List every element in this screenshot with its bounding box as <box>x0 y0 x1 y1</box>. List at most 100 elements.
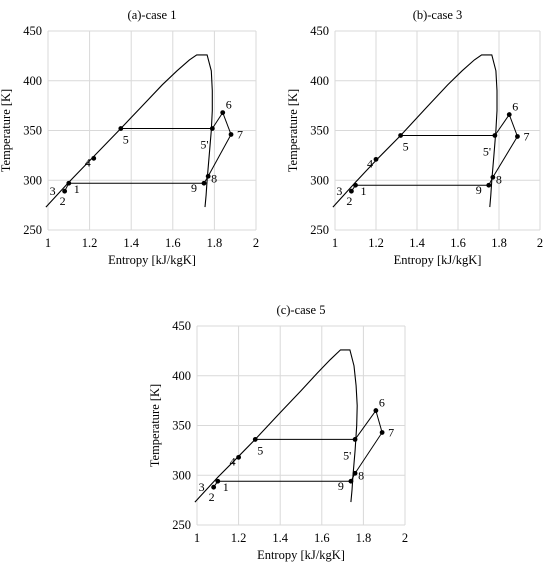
point-label: 3 <box>50 184 56 198</box>
cycle-point-7 <box>515 134 520 139</box>
cycle-line <box>211 112 224 129</box>
point-label: 5' <box>483 144 491 158</box>
point-label: 9 <box>476 183 482 197</box>
y-tick-label: 250 <box>23 223 42 237</box>
point-label: 1 <box>74 182 80 196</box>
x-tick-label: 1.2 <box>231 531 247 545</box>
x-tick-label: 1.4 <box>409 236 425 250</box>
x-tick-label: 2 <box>537 236 543 250</box>
point-label: 1 <box>361 184 367 198</box>
saturation-dome-curve <box>332 54 498 208</box>
x-tick-label: 1.4 <box>272 531 288 545</box>
chart-panel-2: 1 1.2 1.4 1.6 1.8 2 250 300 350 400 450 (b)-case 3 E… <box>286 8 543 267</box>
cycle-line <box>354 432 383 474</box>
x-tick-label: 1.4 <box>123 236 139 250</box>
cycle-point-5 <box>398 133 403 138</box>
point-label: 9 <box>191 181 197 195</box>
point-label: 4 <box>230 454 236 468</box>
cycle-point-6 <box>373 408 379 413</box>
x-tick-label: 1.6 <box>314 531 330 545</box>
cycle-point-5 <box>118 126 124 131</box>
y-tick-label: 450 <box>310 24 329 38</box>
x-tick-label: 1 <box>332 236 338 250</box>
point-label: 5' <box>200 138 208 152</box>
x-tick-label: 1 <box>45 236 51 250</box>
cycle-line <box>354 410 377 440</box>
point-label: 8 <box>211 171 217 185</box>
y-axis-label: Temperature [K] <box>0 89 13 172</box>
point-label: 5 <box>123 133 129 147</box>
cycle-point-1 <box>353 182 358 188</box>
cycle-line <box>508 114 518 137</box>
y-axis-label: Temperature [K] <box>148 384 162 467</box>
point-label: 6 <box>379 396 385 410</box>
point-label: 3 <box>199 480 205 494</box>
point-label: 5 <box>257 443 263 457</box>
chart-title: (a)-case 1 <box>128 8 177 22</box>
y-tick-label: 400 <box>172 369 191 383</box>
cycle-point-5prime <box>352 437 358 442</box>
point-label: 5 <box>403 139 409 153</box>
point-label: 7 <box>388 425 394 439</box>
cycle-point-4 <box>91 155 97 161</box>
point-label: 8 <box>358 468 364 482</box>
cycle-point-4 <box>373 156 379 162</box>
cycle-point-2 <box>211 484 217 490</box>
x-tick-label: 2 <box>253 236 259 250</box>
cycle-point-5prime <box>209 126 215 131</box>
x-axis-label: Entropy [kJ/kgK] <box>257 548 345 562</box>
cycle-line <box>492 136 518 178</box>
cycle-point-9 <box>486 182 492 188</box>
y-tick-label: 300 <box>172 468 191 482</box>
cycle-point-7 <box>379 430 385 435</box>
y-tick-label: 450 <box>23 24 42 38</box>
cycle-point-8 <box>352 470 358 476</box>
y-tick-label: 400 <box>310 74 329 88</box>
y-tick-label: 350 <box>23 124 42 138</box>
y-tick-label: 250 <box>310 223 329 237</box>
x-tick-label: 1.6 <box>450 236 466 250</box>
cycle-point-9 <box>201 180 207 186</box>
cycle-line <box>207 134 232 177</box>
x-tick-label: 1.8 <box>491 236 507 250</box>
point-label: 9 <box>338 479 344 493</box>
y-tick-label: 350 <box>310 124 329 138</box>
cycle-point-4 <box>236 454 242 460</box>
point-label: 2 <box>209 490 215 504</box>
cycle-point-1 <box>66 180 72 186</box>
cycle-line <box>222 112 232 135</box>
y-tick-label: 400 <box>23 74 42 88</box>
cycle-line <box>494 114 510 136</box>
point-label: 7 <box>237 127 243 141</box>
cycle-point-8 <box>205 173 211 179</box>
cycle-point-6 <box>220 110 226 115</box>
point-label: 3 <box>336 184 342 198</box>
point-label: 7 <box>523 129 529 143</box>
x-tick-label: 1.8 <box>207 236 223 250</box>
cycle-line <box>375 410 383 433</box>
cycle-point-7 <box>228 132 234 137</box>
point-label: 4 <box>85 155 91 169</box>
cycle-point-6 <box>506 112 512 117</box>
point-label: 6 <box>226 98 232 112</box>
chart-title: (b)-case 3 <box>413 8 463 22</box>
y-tick-label: 300 <box>310 173 329 187</box>
cycle-point-9 <box>348 478 354 484</box>
saturation-dome-curve <box>45 54 213 208</box>
cycle-point-8 <box>490 174 496 180</box>
point-label: 5' <box>343 448 351 462</box>
cycle-point-2 <box>349 188 354 194</box>
y-tick-label: 300 <box>23 173 42 187</box>
y-axis-label: Temperature [K] <box>286 89 300 172</box>
point-label: 4 <box>367 156 373 170</box>
point-label: 1 <box>223 480 229 494</box>
chart-panel-1: 1 1.2 1.4 1.6 1.8 2 250 300 350 400 450 (a)-case 1 E… <box>0 8 259 267</box>
point-label: 2 <box>60 194 66 208</box>
cycle-point-1 <box>215 478 221 484</box>
x-tick-label: 1.6 <box>165 236 181 250</box>
cycle-point-5 <box>252 437 258 442</box>
y-tick-label: 450 <box>172 319 191 333</box>
point-label: 6 <box>512 100 518 114</box>
chart-panel-3: 1 1.2 1.4 1.6 1.8 2 250 300 350 400 450 (c)-case 5 E… <box>148 303 408 562</box>
